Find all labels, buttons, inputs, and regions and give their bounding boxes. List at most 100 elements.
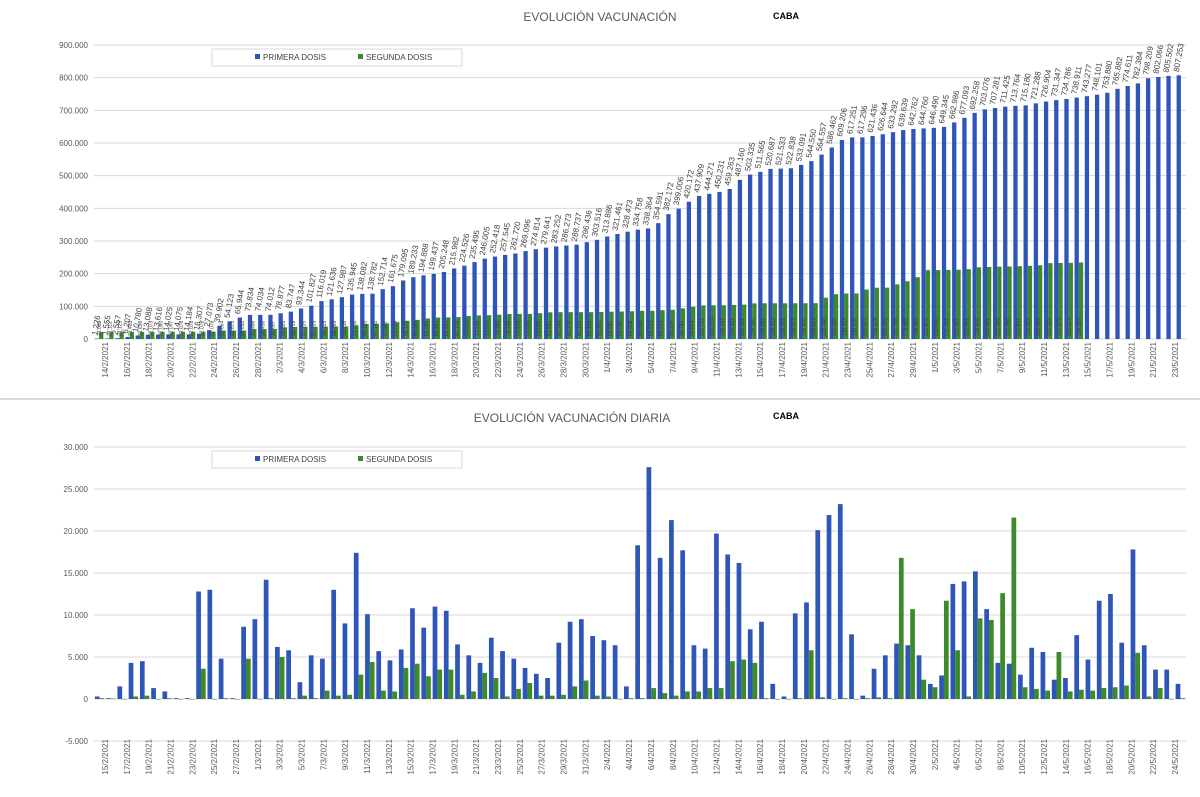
bar-segunda-dosis bbox=[823, 297, 828, 339]
legend-segunda-label: SEGUNDA DOSIS bbox=[366, 455, 432, 464]
bar-primera-dosis bbox=[1040, 651, 1046, 699]
bar-segunda-dosis bbox=[1101, 688, 1107, 699]
bar-segunda-dosis bbox=[212, 699, 217, 700]
bar-primera-dosis bbox=[657, 557, 663, 699]
x-tick-label: 5/4/2021 bbox=[647, 341, 656, 373]
data-label-primera: 93.344 bbox=[294, 280, 307, 306]
x-tick-label: 9/3/2021 bbox=[341, 738, 350, 770]
bar-segunda-dosis bbox=[711, 305, 716, 339]
bar-primera-dosis bbox=[982, 109, 987, 339]
bar-primera-dosis bbox=[1119, 642, 1125, 699]
bar-primera-dosis bbox=[905, 645, 911, 699]
bar-primera-dosis bbox=[135, 335, 140, 339]
x-tick-label: 27/3/2021 bbox=[538, 738, 547, 774]
data-label-segunda: 35.605 bbox=[281, 320, 287, 336]
bar-segunda-dosis bbox=[354, 325, 359, 339]
bar-primera-dosis bbox=[1003, 106, 1008, 339]
bar-primera-dosis bbox=[196, 591, 201, 699]
bar-primera-dosis bbox=[799, 164, 804, 339]
bar-primera-dosis bbox=[1108, 594, 1113, 699]
bar-primera-dosis bbox=[1029, 647, 1035, 699]
bar-segunda-dosis bbox=[853, 699, 859, 700]
data-label-segunda: 83.682 bbox=[608, 320, 614, 336]
bar-primera-dosis bbox=[207, 330, 212, 339]
bar-segunda-dosis bbox=[471, 691, 476, 699]
data-label-segunda: 82.130 bbox=[587, 320, 593, 336]
bar-primera-dosis bbox=[702, 648, 708, 699]
data-label-segunda: 109.312 bbox=[771, 318, 777, 336]
bar-primera-dosis bbox=[286, 650, 292, 699]
bar-segunda-dosis bbox=[446, 317, 451, 339]
bar-segunda-dosis bbox=[257, 699, 262, 700]
x-tick-label: 1/5/2021 bbox=[931, 341, 940, 373]
bar-segunda-dosis bbox=[775, 699, 780, 700]
data-label-segunda: 22.073 bbox=[148, 320, 154, 336]
bar-primera-dosis bbox=[1125, 85, 1130, 339]
x-tick-label: 22/4/2021 bbox=[822, 738, 831, 774]
x-tick-label: 19/2/2021 bbox=[145, 738, 154, 774]
y-tick-label: 900.000 bbox=[59, 41, 88, 50]
bar-primera-dosis bbox=[196, 333, 202, 339]
data-label-segunda: 220.591 bbox=[985, 318, 991, 336]
data-label-segunda: 76.999 bbox=[526, 320, 532, 336]
bar-segunda-dosis bbox=[144, 695, 150, 699]
data-label-segunda: 66.251 bbox=[444, 320, 450, 336]
data-label-segunda: 88.222 bbox=[659, 320, 665, 336]
bar-segunda-dosis bbox=[234, 699, 240, 700]
bar-segunda-dosis bbox=[425, 318, 430, 339]
bar-segunda-dosis bbox=[876, 697, 882, 699]
bar-segunda-dosis bbox=[262, 329, 267, 339]
x-tick-label: 2/3/2021 bbox=[276, 341, 285, 373]
bar-segunda-dosis bbox=[466, 316, 471, 339]
bar-primera-dosis bbox=[950, 583, 956, 699]
bar-segunda-dosis bbox=[606, 696, 611, 699]
data-label-segunda: 82.170 bbox=[567, 320, 573, 336]
bar-segunda-dosis bbox=[1022, 687, 1028, 699]
bar-primera-dosis bbox=[1145, 78, 1151, 340]
bar-primera-dosis bbox=[166, 334, 171, 339]
daily-chart-panel: EVOLUCIÓN VACUNACIÓN DIARIA CABA -5.000 0… bbox=[0, 398, 1200, 797]
bar-primera-dosis bbox=[115, 338, 120, 339]
bar-primera-dosis bbox=[1085, 659, 1091, 699]
bar-segunda-dosis bbox=[898, 557, 904, 699]
legend-primera-label: PRIMERA DOSIS bbox=[263, 455, 326, 464]
bar-primera-dosis bbox=[186, 334, 191, 339]
bar-primera-dosis bbox=[1054, 100, 1059, 339]
bar-primera-dosis bbox=[916, 655, 922, 699]
bar-primera-dosis bbox=[128, 662, 134, 699]
x-tick-label: 9/5/2021 bbox=[1018, 341, 1027, 373]
x-tick-label: 1/3/2021 bbox=[254, 738, 263, 770]
bar-primera-dosis bbox=[365, 614, 370, 699]
bar-segunda-dosis bbox=[718, 688, 724, 699]
data-label-segunda: 82.166 bbox=[556, 320, 562, 336]
bar-segunda-dosis bbox=[221, 330, 226, 339]
data-label-segunda: 167.346 bbox=[893, 318, 899, 336]
y-tick-label: 25.000 bbox=[64, 485, 89, 494]
data-label-primera: 6.207 bbox=[121, 312, 133, 334]
bar-segunda-dosis bbox=[333, 326, 339, 339]
x-tick-label: 18/3/2021 bbox=[450, 341, 459, 377]
bar-primera-dosis bbox=[625, 231, 630, 339]
bar-primera-dosis bbox=[545, 678, 550, 699]
bar-segunda-dosis bbox=[109, 332, 114, 339]
bar-primera-dosis bbox=[815, 530, 821, 699]
bar-primera-dosis bbox=[1074, 635, 1080, 699]
x-tick-label: 21/4/2021 bbox=[822, 341, 831, 377]
bar-segunda-dosis bbox=[279, 657, 285, 699]
x-tick-label: 12/3/2021 bbox=[385, 341, 394, 377]
bar-primera-dosis bbox=[717, 191, 722, 339]
data-label-segunda: 176.685 bbox=[903, 318, 909, 336]
bar-primera-dosis bbox=[556, 642, 562, 699]
data-label-segunda: 219.509 bbox=[975, 318, 981, 336]
bar-segunda-dosis bbox=[932, 687, 938, 699]
chart-title: EVOLUCIÓN VACUNACIÓN DIARIA bbox=[474, 410, 670, 425]
data-label-segunda: 213.901 bbox=[965, 318, 971, 336]
bar-primera-dosis bbox=[882, 655, 888, 699]
x-tick-label: 14/3/2021 bbox=[407, 341, 416, 377]
legend-primera-label: PRIMERA DOSIS bbox=[263, 53, 326, 62]
y-tick-label: 300.000 bbox=[59, 237, 88, 246]
bar-primera-dosis bbox=[1051, 679, 1057, 699]
bar-segunda-dosis bbox=[324, 690, 330, 699]
bar-segunda-dosis bbox=[1079, 689, 1084, 699]
x-tick-label: 4/5/2021 bbox=[953, 738, 962, 770]
